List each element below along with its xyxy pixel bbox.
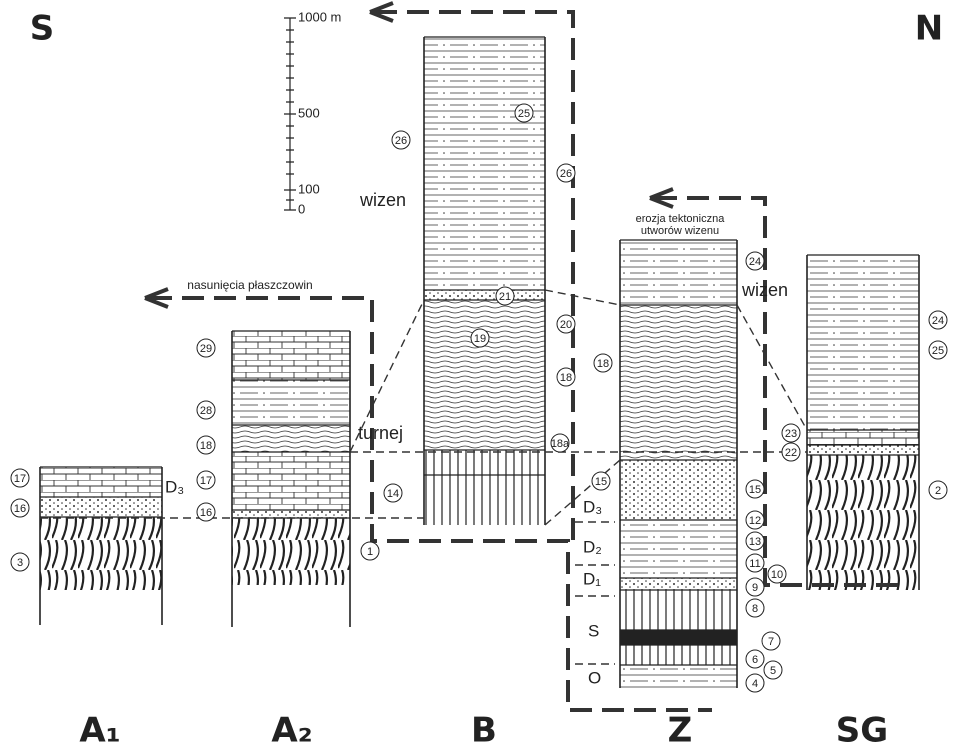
circled-label: 24	[932, 315, 944, 327]
circled-label: 26	[560, 168, 572, 180]
circled-label: 18	[560, 372, 572, 384]
strat-label: O	[588, 668, 601, 687]
strat-label: D₃	[165, 477, 184, 496]
circled-label: 25	[518, 108, 530, 120]
scale-label: 100	[298, 181, 320, 196]
circled-label: 25	[932, 345, 944, 357]
circled-label: 14	[387, 488, 399, 500]
stratum	[807, 255, 919, 430]
circled-label: 10	[771, 569, 783, 581]
annotation: turnej	[358, 423, 403, 443]
column-label: A₁	[79, 711, 120, 751]
strat-label: D₁	[583, 569, 601, 588]
column-label: SG	[836, 711, 888, 751]
stratum	[424, 290, 545, 300]
column-label: A₂	[271, 711, 312, 751]
circled-label: 29	[200, 343, 212, 355]
annotation: utworów wizenu	[641, 225, 719, 237]
stratum	[232, 452, 350, 510]
stratum	[620, 460, 737, 520]
circled-label: 15	[595, 476, 607, 488]
circled-label: 17	[200, 475, 212, 487]
circled-label: 28	[200, 405, 212, 417]
column-label: Z	[668, 711, 693, 751]
scale-bar: 1000 m 500 100 0	[284, 9, 341, 216]
circled-label: 18	[597, 358, 609, 370]
stratum	[620, 520, 737, 578]
circled-label: 18a	[551, 438, 570, 450]
direction-label: S	[30, 9, 55, 49]
circled-label: 7	[768, 636, 774, 648]
stratum	[40, 517, 162, 590]
direction-label: N	[915, 9, 943, 49]
stratum	[620, 590, 737, 630]
circled-label: 24	[749, 256, 761, 268]
scale-label: 0	[298, 201, 305, 216]
circled-label: 18	[200, 440, 212, 452]
strat-label: D₂	[583, 537, 602, 556]
stratum	[807, 455, 919, 590]
annotation: wizen	[359, 190, 406, 210]
scale-label: 500	[298, 105, 320, 120]
geologic-section: S N 1000 m 500 100 0 nasunięcia płaszczo…	[0, 0, 959, 751]
circled-label: 16	[200, 507, 212, 519]
column-label: B	[471, 711, 497, 751]
scale-label: 1000 m	[298, 9, 341, 24]
stratum	[232, 510, 350, 518]
annotation: wizen	[741, 280, 788, 300]
circled-label: 1	[367, 546, 373, 558]
circled-label: 5	[770, 665, 776, 677]
circled-label: 8	[752, 603, 758, 615]
circled-label: 9	[752, 582, 758, 594]
stratum	[40, 497, 162, 517]
stratum	[620, 665, 737, 688]
circled-label: 22	[785, 447, 797, 459]
stratum	[424, 300, 545, 450]
strata	[40, 37, 919, 688]
circled-label: 26	[395, 135, 407, 147]
circled-label: 19	[474, 333, 486, 345]
circled-label: 17	[14, 473, 26, 485]
stratum	[620, 305, 737, 460]
circled-label: 4	[752, 678, 758, 690]
circled-label: 3	[17, 557, 23, 569]
circled-label: 6	[752, 654, 758, 666]
stratum	[620, 578, 737, 590]
stratum	[807, 430, 919, 445]
stratum	[232, 380, 350, 425]
strat-label: S	[588, 621, 599, 640]
circled-label: 11	[749, 558, 760, 570]
stratum	[620, 240, 737, 305]
circled-label: 13	[749, 536, 761, 548]
stratum	[620, 630, 737, 645]
stratum	[424, 450, 545, 475]
circled-label: 2	[935, 485, 941, 497]
circled-label: 21	[499, 291, 511, 303]
circled-label: 15	[749, 484, 761, 496]
stratum	[424, 475, 545, 525]
circled-label: 12	[749, 515, 761, 527]
annotation: erozja tektoniczna	[636, 213, 726, 225]
circled-label: 16	[14, 503, 26, 515]
stratum	[424, 37, 545, 290]
circled-label: 20	[560, 319, 572, 331]
stratum	[620, 645, 737, 665]
stratum	[807, 445, 919, 455]
stratum	[232, 425, 350, 452]
stratum	[232, 331, 350, 380]
strat-label: D₃	[583, 497, 602, 516]
stratum	[40, 467, 162, 497]
annotation: nasunięcia płaszczowin	[187, 278, 312, 292]
circled-label: 23	[785, 428, 797, 440]
stratum	[232, 518, 350, 585]
